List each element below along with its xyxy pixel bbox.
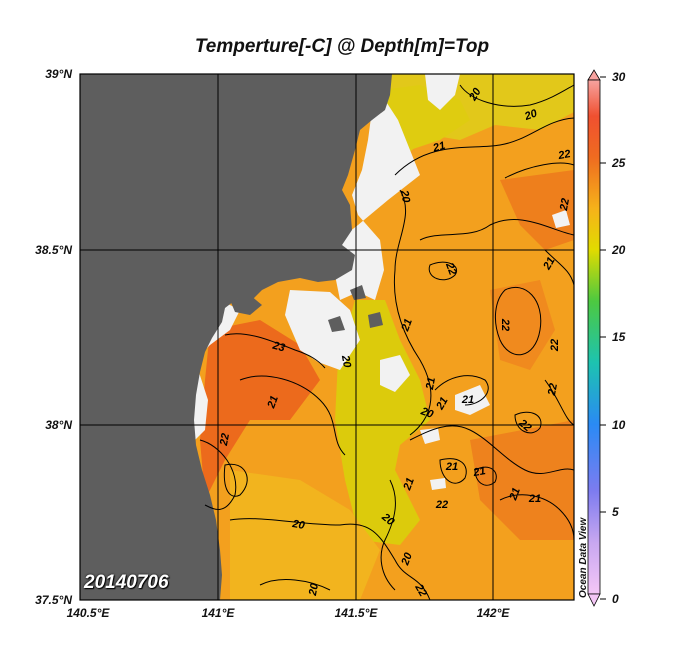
colorbar [587,69,606,607]
contour-line [494,286,542,356]
warm-water-southwest [200,320,320,500]
contour-line [428,261,458,281]
ocean-data-view-watermark: Ocean Data View [578,517,589,598]
colorbar-bottom-arrow [587,593,601,607]
land-islet-2 [368,312,383,328]
contour-label: 22 [435,499,448,511]
contour-line [439,458,467,484]
contour-line [223,463,248,497]
contour-line [409,425,574,475]
contour-line [380,479,396,591]
contour-line [419,219,574,241]
contour-label: 22 [558,197,572,212]
lon-label-141e: 141°E [201,606,235,620]
map-title: Temperture[-C] @ Depth[m]=Top [194,36,490,57]
contour-label: 20 [339,353,353,369]
plot-frame [79,73,575,601]
colorbar-top-arrow [587,69,601,81]
contour-label: 22 [412,581,429,598]
no-data-coast-middle [285,290,360,370]
contour-line [514,411,542,434]
contour-label: 21 [265,394,281,411]
lat-label-39n: 39°N [45,67,72,81]
contour-line [434,375,489,406]
contour-label: 21 [431,140,447,155]
colorbar-label-10: 10 [612,418,626,432]
contour-label: 21 [528,493,541,505]
colorbar-label-25: 25 [612,156,626,170]
graticule [80,74,574,600]
contour-label: 21 [471,465,486,479]
lon-label-141-5e: 141.5°E [334,606,378,620]
contour-label: 20 [398,188,412,204]
contour-label: 21 [541,255,558,272]
no-data-spot-2 [455,385,490,415]
contour-label: 22 [443,260,459,277]
contour-line [393,189,432,436]
contour-label: 20 [418,405,435,421]
contour-label: 22 [499,318,511,331]
colorbar-scale [587,79,601,595]
colorbar-label-30: 30 [612,70,626,84]
cool-water-south-west [230,470,380,600]
contour-label: 21 [399,317,415,334]
colorbar-label-0: 0 [612,592,619,606]
no-data-spot-4 [552,210,570,228]
contour-line [224,333,326,369]
contour-label: 21 [434,395,451,412]
no-data-spot-1 [380,355,410,392]
contour-label: 23 [270,339,286,354]
contour-label: 22 [549,339,561,352]
contour-label: 21 [424,376,438,391]
land-peninsula-lip [230,295,262,315]
contour-label: 20 [399,550,415,567]
lat-label-38-5n: 38.5°N [35,243,72,257]
warm-water-center [490,280,555,370]
colorbar-label-5: 5 [612,505,619,519]
land-honshu [80,74,392,600]
land-islet-3 [350,285,366,300]
contour-line [499,494,574,541]
lat-label-37-5n: 37.5°N [35,593,72,607]
lon-label-140-5e: 140.5°E [66,606,110,620]
contour-label: 20 [522,107,539,123]
contour-label: 22 [218,432,232,447]
contour-line [259,579,331,591]
no-data-spot-3 [420,428,440,444]
contour-label: 20 [290,518,306,532]
colorbar-label-15: 15 [612,330,626,344]
contour-line [229,518,431,600]
contour-label: 21 [461,394,474,406]
contour-line [504,162,574,179]
contour-line [459,84,574,107]
cool-water-coastal [335,300,430,545]
contour-line [544,249,574,286]
date-label: 20140706 [84,572,169,593]
no-data-north-edge [425,74,460,110]
contour-line [544,379,574,426]
contour-label: 22 [546,382,560,397]
lon-label-142e: 142°E [476,606,510,620]
contour-label: 21 [401,476,417,493]
colorbar-label-20: 20 [612,243,626,257]
contour-line [394,117,574,176]
contour-label: 22 [556,148,571,162]
warm-water-east [500,170,574,250]
contour-lines [199,84,574,600]
contour-label: 21 [507,486,523,503]
contour-line [199,439,237,510]
warm-water-south-east [470,420,574,540]
lat-label-38n: 38°N [45,418,72,432]
contour-label: 21 [445,461,458,473]
land-islet-1 [328,316,345,332]
contour-line [474,466,497,486]
contour-line [239,375,346,456]
no-data-spot-5 [430,478,446,490]
contour-label: 20 [307,582,321,598]
